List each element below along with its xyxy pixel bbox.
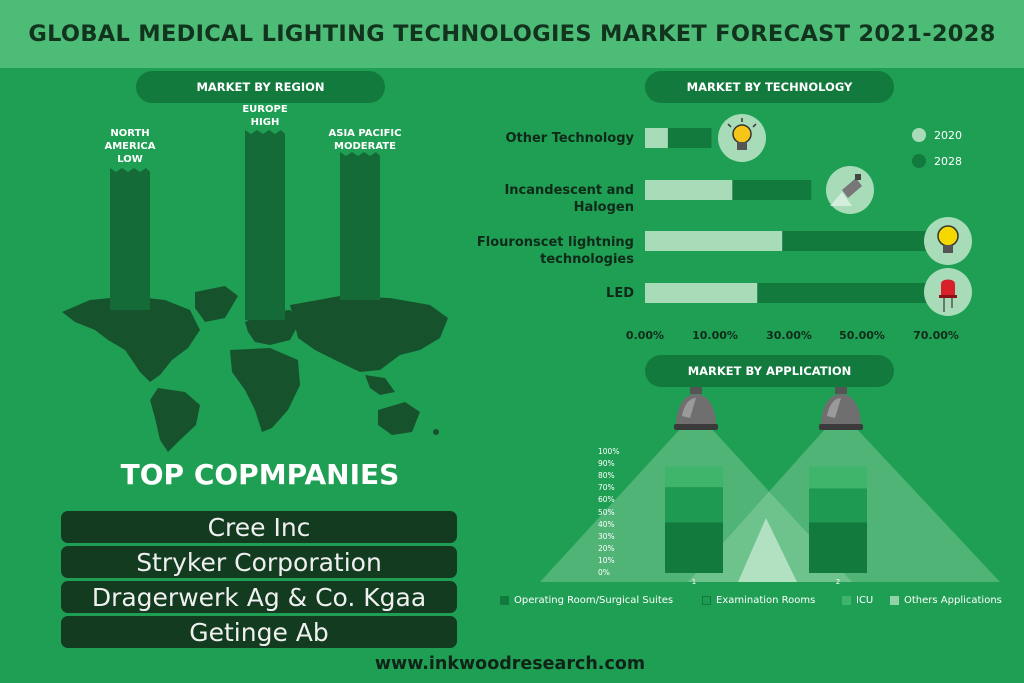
legend-item-2028: 2028 (912, 154, 962, 168)
legend-swatch (842, 596, 851, 605)
region-heading: MARKET BY REGION (136, 71, 385, 103)
bar-2020 (645, 128, 668, 148)
title-bar: GLOBAL MEDICAL LIGHTING TECHNOLOGIES MAR… (0, 0, 1024, 68)
legend-item-2020: 2020 (912, 128, 962, 142)
legend-label: Operating Room/Surgical Suites (514, 595, 674, 606)
bar-2020 (645, 231, 783, 251)
y-tick-label: 80% (598, 471, 615, 481)
y-tick-label: 90% (598, 459, 615, 469)
y-tick-label: 0% (598, 568, 610, 577)
legend-item-examination-rooms: Examination Rooms (702, 595, 815, 606)
region-label-asia-pacific: ASIA PACIFIC MODERATE (328, 128, 402, 152)
y-tick-label: 50% (598, 507, 615, 517)
y-tick-label: 20% (598, 543, 615, 553)
y-tick-label: 10% (598, 555, 615, 565)
y-tick-label: 40% (598, 519, 615, 529)
stacked-segment (665, 522, 723, 573)
x-tick-label: 0.00% (625, 329, 665, 342)
stacked-segment (665, 466, 723, 488)
stacked-segment (809, 488, 867, 523)
legend-label: ICU (856, 595, 874, 606)
legend-label: Examination Rooms (716, 595, 816, 606)
legend-swatch (500, 596, 509, 605)
fluorescent-bulb-icon (924, 217, 972, 265)
legend-label: Others Applications (904, 595, 1002, 606)
legend-swatch (912, 128, 926, 142)
y-tick-label: 70% (598, 483, 615, 493)
region-label-europe: EUROPE HIGH (242, 104, 288, 128)
halogen-lamp-icon (826, 166, 874, 214)
x-tick-label: 70.00% (913, 329, 959, 342)
legend-swatch (912, 154, 926, 168)
y-tick-label: 30% (598, 531, 615, 541)
x-tick-label: 10.00% (692, 329, 738, 342)
legend-item-operating-room: Operating Room/Surgical Suites (500, 595, 673, 606)
company-item: Dragerwerk Ag & Co. Kgaa (61, 581, 457, 613)
website-url: www.inkwoodresearch.com (374, 654, 646, 674)
legend-item-icu: ICU (842, 595, 873, 606)
legend-item-others: Others Applications (890, 595, 1002, 606)
legend-swatch (890, 596, 899, 605)
led-icon (924, 268, 972, 316)
technology-heading: MARKET BY TECHNOLOGY (645, 71, 894, 103)
stacked-segment (809, 522, 867, 573)
x-tick-label: 2 (836, 578, 840, 586)
application-heading: MARKET BY APPLICATION (645, 355, 894, 387)
page-title: GLOBAL MEDICAL LIGHTING TECHNOLOGIES MAR… (28, 21, 996, 47)
bar-2020 (645, 180, 733, 200)
stacked-segment (665, 487, 723, 523)
y-tick-label: 60% (598, 495, 615, 505)
bar-2020 (645, 283, 758, 303)
companies-heading: TOP COPMPANIES (120, 458, 400, 491)
x-tick-label: 50.00% (839, 329, 885, 342)
region-label-north-america: NORTH AMERICA LOW (104, 128, 156, 165)
x-tick-label: 30.00% (766, 329, 812, 342)
legend-swatch (702, 596, 711, 605)
spotlight-lamp-icon (674, 386, 718, 430)
legend-label: 2028 (934, 154, 962, 168)
lightbulb-icon (718, 114, 766, 162)
y-tick-label: 100% (598, 447, 620, 456)
spotlight-lamp-icon (819, 386, 863, 430)
tech-category-label: Other Technology (505, 131, 634, 146)
stacked-segment (809, 466, 867, 489)
region-pillars (110, 130, 380, 320)
tech-category-label: Flouronscet lightning technologies (476, 235, 634, 267)
tech-category-label: LED (606, 286, 634, 301)
tech-category-label: Incandescent and Halogen (504, 183, 634, 215)
x-tick-label: 1 (692, 578, 696, 586)
company-item: Cree Inc (61, 511, 457, 543)
legend-label: 2020 (934, 128, 962, 142)
company-item: Stryker Corporation (61, 546, 457, 578)
world-map (62, 286, 448, 452)
company-item: Getinge Ab (61, 616, 457, 648)
